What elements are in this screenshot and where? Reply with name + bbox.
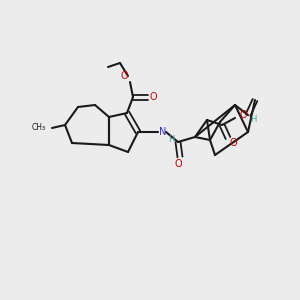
- Text: O: O: [174, 159, 182, 169]
- Text: O: O: [239, 110, 247, 120]
- Text: O: O: [229, 138, 237, 148]
- Text: H: H: [250, 116, 256, 124]
- Text: N: N: [159, 127, 167, 137]
- Text: O: O: [120, 71, 128, 81]
- Text: O: O: [149, 92, 157, 102]
- Text: CH₃: CH₃: [32, 124, 46, 133]
- Text: H: H: [168, 134, 174, 143]
